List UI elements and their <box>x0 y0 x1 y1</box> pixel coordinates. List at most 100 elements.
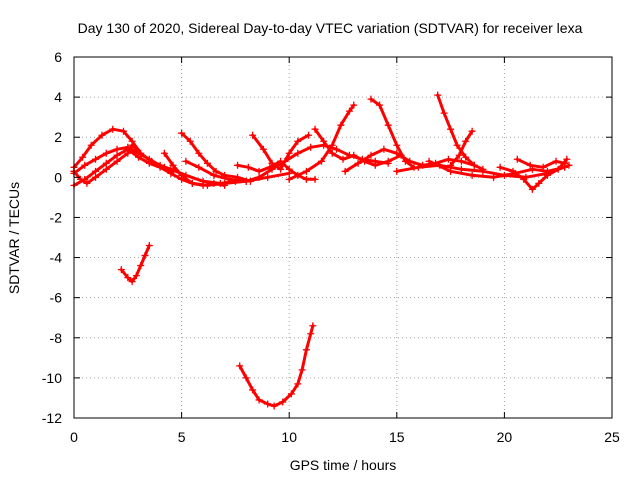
data-point <box>119 127 127 135</box>
data-point <box>137 262 145 270</box>
data-point <box>380 145 388 153</box>
x-tick-label: 0 <box>70 429 78 445</box>
data-point <box>401 157 409 165</box>
data-point <box>92 167 100 175</box>
series-arc-3 <box>70 145 293 189</box>
data-point <box>264 173 272 181</box>
data-point <box>302 346 310 354</box>
data-point <box>234 161 242 169</box>
data-point <box>468 171 476 179</box>
data-point <box>367 151 375 159</box>
data-series <box>70 91 573 410</box>
data-point <box>210 179 218 187</box>
data-point <box>367 95 375 103</box>
data-point <box>242 177 250 185</box>
data-point <box>287 390 295 398</box>
data-point <box>345 107 353 115</box>
series-line <box>436 93 485 171</box>
grid-lines <box>74 57 612 418</box>
data-point <box>311 175 319 183</box>
series-arc-16 <box>393 161 573 181</box>
data-point <box>509 167 517 175</box>
data-point <box>188 179 196 187</box>
data-point <box>520 175 528 183</box>
data-point <box>354 159 362 167</box>
data-point <box>259 145 267 153</box>
data-point <box>236 362 244 370</box>
y-tick-label: 0 <box>54 169 62 185</box>
data-point <box>350 151 358 159</box>
data-point <box>339 155 347 163</box>
data-point <box>543 171 551 179</box>
data-point <box>81 161 89 169</box>
data-point <box>102 165 110 173</box>
data-point <box>294 380 302 388</box>
data-point <box>83 179 91 187</box>
data-point <box>124 274 132 282</box>
data-point <box>255 396 263 404</box>
data-point <box>393 167 401 175</box>
x-tick-label: 25 <box>604 429 620 445</box>
data-point <box>212 167 220 175</box>
series-arc-12 <box>341 145 478 175</box>
data-point <box>244 163 252 171</box>
x-tick-label: 15 <box>389 429 405 445</box>
series-line <box>498 157 569 191</box>
data-point <box>528 185 536 193</box>
data-point <box>279 398 287 406</box>
data-point <box>447 167 455 175</box>
data-point <box>92 173 100 181</box>
data-point <box>203 159 211 167</box>
data-point <box>490 173 498 181</box>
series-arc-8 <box>234 157 319 183</box>
data-point <box>98 131 106 139</box>
data-point <box>128 141 136 149</box>
data-point <box>513 155 521 163</box>
x-tick-label: 20 <box>497 429 513 445</box>
data-point <box>371 161 379 169</box>
chart-title: Day 130 of 2020, Sidereal Day-to-day VTE… <box>78 20 583 36</box>
data-point <box>393 141 401 149</box>
data-point <box>376 101 384 109</box>
data-point <box>393 149 401 157</box>
series-line <box>369 97 416 169</box>
data-point <box>309 322 317 330</box>
data-point <box>462 153 470 161</box>
data-point <box>132 145 140 153</box>
data-point <box>266 163 274 171</box>
series-arc-20 <box>117 242 153 286</box>
data-point <box>341 167 349 175</box>
data-point <box>277 165 285 173</box>
data-point <box>132 272 140 280</box>
y-tick-labels: -12 -10 -8 -6 -4 -2 0 2 4 6 <box>42 49 62 426</box>
data-point <box>333 145 341 153</box>
data-point <box>268 159 276 167</box>
data-point <box>447 125 455 133</box>
series-arc-10 <box>285 101 358 183</box>
data-point <box>255 167 263 175</box>
data-point <box>178 129 186 137</box>
series-arc-9 <box>249 131 313 173</box>
series-arc-14 <box>434 91 487 173</box>
data-point <box>434 91 442 99</box>
data-point <box>195 163 203 171</box>
y-tick-label: -10 <box>42 370 62 386</box>
series-line <box>72 145 237 185</box>
data-point <box>182 157 190 165</box>
data-point <box>535 179 543 187</box>
series-arc-6 <box>178 129 254 185</box>
data-point <box>285 165 293 173</box>
data-point <box>302 167 310 175</box>
data-point <box>135 153 143 161</box>
data-point <box>337 121 345 129</box>
data-point <box>270 402 278 410</box>
y-tick-label: 4 <box>54 89 62 105</box>
data-point <box>169 161 177 169</box>
data-point <box>457 165 465 173</box>
series-arc-18 <box>496 155 571 193</box>
data-point <box>128 278 136 286</box>
data-point <box>160 149 168 157</box>
x-axis-label: GPS time / hours <box>290 457 397 473</box>
data-point <box>302 175 310 183</box>
